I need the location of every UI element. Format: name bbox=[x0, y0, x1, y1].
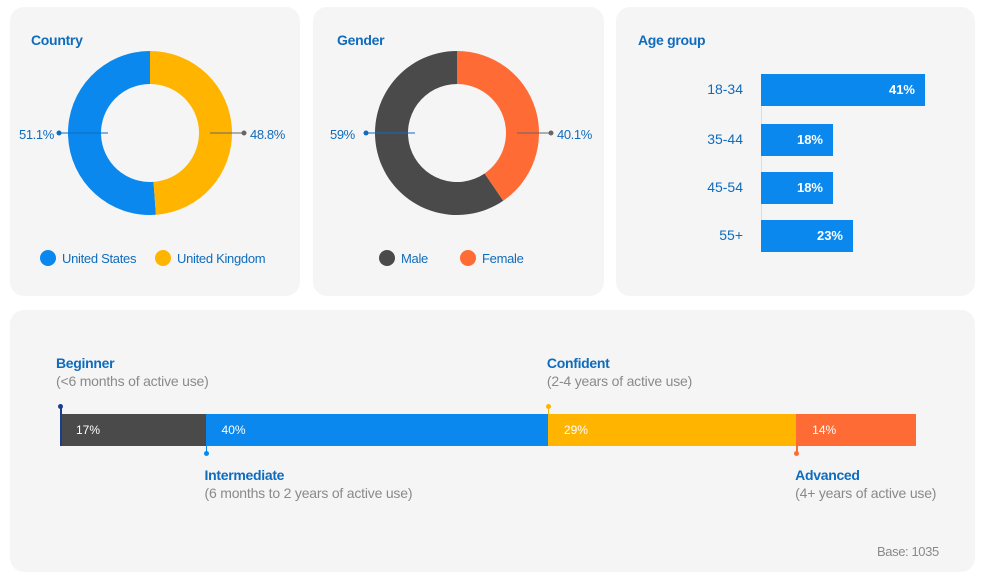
gender-leader-dot bbox=[363, 130, 369, 136]
legend-uk: United Kingdom bbox=[155, 250, 266, 266]
level-description: (<6 months of active use) bbox=[56, 373, 209, 389]
country-slice-united-states bbox=[67, 51, 156, 216]
legend-label: Female bbox=[482, 250, 524, 266]
legend-male: Male bbox=[379, 250, 428, 266]
age-bar: 41% bbox=[761, 74, 925, 106]
country-label-us: 51.1% bbox=[19, 127, 54, 142]
level-name: Confident bbox=[546, 355, 610, 371]
experience-label-intermediate: Intermediate (6 months to 2 years of acti… bbox=[205, 467, 413, 501]
gender-label-female: 40.1% bbox=[557, 127, 592, 142]
experience-label-beginner: Beginner (<6 months of active use) bbox=[56, 355, 209, 389]
experience-segment-beginner: 17% bbox=[60, 414, 206, 446]
experience-marker bbox=[794, 414, 800, 456]
age-bar: 23% bbox=[761, 220, 853, 252]
country-title: Country bbox=[31, 32, 83, 48]
age-category-label: 55+ bbox=[719, 227, 743, 243]
legend-swatch bbox=[155, 250, 171, 266]
level-name: Beginner bbox=[56, 355, 115, 371]
experience-segment-confident: 29% bbox=[547, 414, 797, 446]
country-leader-dot bbox=[241, 130, 247, 136]
experience-marker bbox=[545, 404, 551, 446]
level-description: (2-4 years of active use) bbox=[546, 373, 693, 389]
legend-label: United Kingdom bbox=[177, 250, 266, 266]
experience-label-confident: Confident (2-4 years of active use) bbox=[547, 355, 692, 389]
level-description: (4+ years of active use) bbox=[795, 485, 937, 501]
age-title: Age group bbox=[638, 32, 706, 48]
experience-label-advanced: Advanced (4+ years of active use) bbox=[795, 467, 936, 501]
country-slice-united-kingdom bbox=[150, 51, 232, 215]
age-category-label: 18-34 bbox=[707, 81, 743, 97]
experience-marker bbox=[58, 404, 63, 446]
experience-segment-advanced: 14% bbox=[796, 414, 916, 446]
gender-slice-male bbox=[374, 51, 504, 215]
age-axis bbox=[761, 74, 762, 252]
experience-marker bbox=[203, 414, 209, 456]
gender-leader-dot bbox=[548, 130, 554, 136]
age-bar: 18% bbox=[761, 124, 833, 156]
legend-swatch bbox=[460, 250, 476, 266]
level-name: Intermediate bbox=[204, 467, 285, 483]
level-name: Advanced bbox=[795, 467, 860, 483]
legend-swatch bbox=[40, 250, 56, 266]
country-leader-dot bbox=[56, 130, 62, 136]
gender-title: Gender bbox=[337, 32, 385, 48]
gender-label-male: 59% bbox=[330, 127, 355, 142]
legend-label: Male bbox=[401, 250, 428, 266]
legend-label: United States bbox=[62, 250, 137, 266]
country-label-uk: 48.8% bbox=[250, 127, 285, 142]
experience-segment-intermediate: 40% bbox=[205, 414, 548, 446]
legend-swatch bbox=[379, 250, 395, 266]
base-footnote: Base: 1035 bbox=[877, 544, 939, 559]
age-category-label: 35-44 bbox=[707, 131, 743, 147]
level-description: (6 months to 2 years of active use) bbox=[204, 485, 413, 501]
age-category-label: 45-54 bbox=[707, 179, 743, 195]
legend-us: United States bbox=[40, 250, 136, 266]
legend-female: Female bbox=[460, 250, 524, 266]
age-bar: 18% bbox=[761, 172, 833, 204]
gender-slice-female bbox=[457, 51, 539, 201]
